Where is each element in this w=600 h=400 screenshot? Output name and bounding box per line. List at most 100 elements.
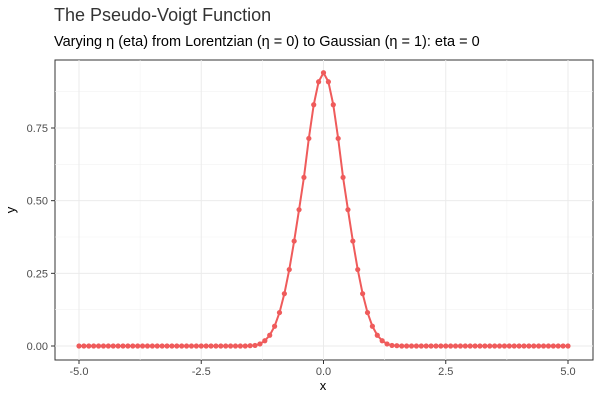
data-point	[526, 343, 532, 349]
data-point	[272, 323, 278, 329]
data-point	[223, 343, 229, 349]
data-point	[159, 343, 165, 349]
data-point	[95, 343, 102, 349]
data-point	[306, 135, 312, 142]
data-point	[545, 343, 552, 349]
data-point	[404, 343, 410, 349]
x-tick-label: 2.5	[438, 366, 453, 378]
data-point	[286, 266, 292, 273]
y-tick-label: 0.00	[27, 341, 48, 353]
data-point	[208, 343, 214, 349]
data-point	[360, 291, 366, 297]
data-point	[325, 79, 331, 85]
data-point	[262, 338, 268, 344]
axes-layer: -5.0 -2.5 0.0 2.5 5.0 0.00 0.25 0.50 0.75	[27, 123, 576, 378]
data-point	[115, 343, 121, 349]
data-point	[501, 343, 508, 349]
data-point	[531, 343, 537, 349]
data-point	[81, 343, 87, 349]
data-point	[492, 343, 498, 349]
data-point	[467, 343, 473, 349]
data-point	[511, 343, 517, 349]
data-point	[418, 343, 424, 349]
data-point	[154, 343, 160, 349]
data-point	[369, 323, 375, 329]
data-point	[379, 338, 385, 344]
data-point	[560, 343, 566, 349]
data-point	[203, 343, 209, 349]
data-point	[423, 343, 429, 349]
data-point	[389, 342, 395, 349]
grid-lines	[55, 60, 593, 360]
data-point	[110, 343, 116, 349]
data-point	[355, 266, 361, 273]
data-point	[232, 343, 239, 349]
chart-title: The Pseudo-Voigt Function	[54, 5, 272, 25]
data-point	[227, 343, 234, 349]
data-point	[237, 343, 243, 349]
data-point	[179, 343, 185, 349]
data-point	[374, 332, 380, 338]
data-point	[174, 343, 180, 349]
data-point	[267, 332, 273, 338]
data-point	[330, 102, 336, 108]
data-point	[452, 343, 459, 349]
data-point	[316, 79, 322, 85]
data-point	[281, 291, 287, 297]
data-point	[516, 343, 522, 349]
data-point	[301, 174, 307, 181]
data-point	[198, 343, 204, 349]
data-point	[105, 343, 111, 349]
x-axis-title: x	[320, 378, 327, 393]
data-point	[350, 238, 356, 244]
chart-subtitle: Varying η (eta) from Lorentzian (η = 0) …	[54, 34, 480, 50]
data-point	[144, 343, 151, 349]
x-tick-label: -5.0	[70, 366, 89, 378]
data-point	[213, 343, 219, 349]
y-tick-label: 0.75	[27, 123, 48, 135]
data-point	[540, 343, 547, 349]
data-point	[183, 343, 190, 349]
data-point	[135, 343, 141, 349]
data-point	[428, 343, 434, 349]
data-point	[384, 341, 390, 347]
data-point	[247, 343, 253, 349]
data-point	[565, 343, 571, 349]
data-point	[550, 343, 556, 349]
data-point	[487, 343, 493, 349]
data-point	[506, 343, 512, 349]
data-point	[120, 343, 126, 349]
data-point	[472, 343, 478, 349]
data-point	[311, 102, 317, 108]
data-point	[477, 343, 483, 349]
data-point	[320, 70, 327, 76]
x-tick-label: 5.0	[560, 366, 575, 378]
data-point	[218, 343, 224, 349]
series-layer	[76, 70, 571, 349]
data-point	[193, 343, 199, 349]
data-point	[521, 343, 527, 349]
x-tick-label: -2.5	[192, 366, 211, 378]
data-point	[335, 135, 341, 142]
data-point	[130, 343, 136, 349]
data-point	[164, 343, 170, 349]
data-point	[555, 343, 561, 349]
data-point	[438, 343, 444, 349]
data-point	[291, 238, 297, 244]
data-point	[443, 343, 449, 349]
data-point	[448, 343, 454, 349]
data-point	[462, 343, 468, 349]
data-point	[100, 343, 107, 349]
data-point	[496, 343, 503, 349]
data-point	[394, 343, 400, 349]
data-point	[252, 342, 258, 349]
data-point	[296, 207, 302, 213]
data-point	[91, 343, 97, 349]
data-point	[340, 174, 346, 181]
x-tick-label: 0.0	[316, 366, 331, 378]
data-point	[125, 343, 131, 349]
data-point	[408, 343, 415, 349]
data-point	[169, 343, 175, 349]
data-point	[413, 343, 420, 349]
